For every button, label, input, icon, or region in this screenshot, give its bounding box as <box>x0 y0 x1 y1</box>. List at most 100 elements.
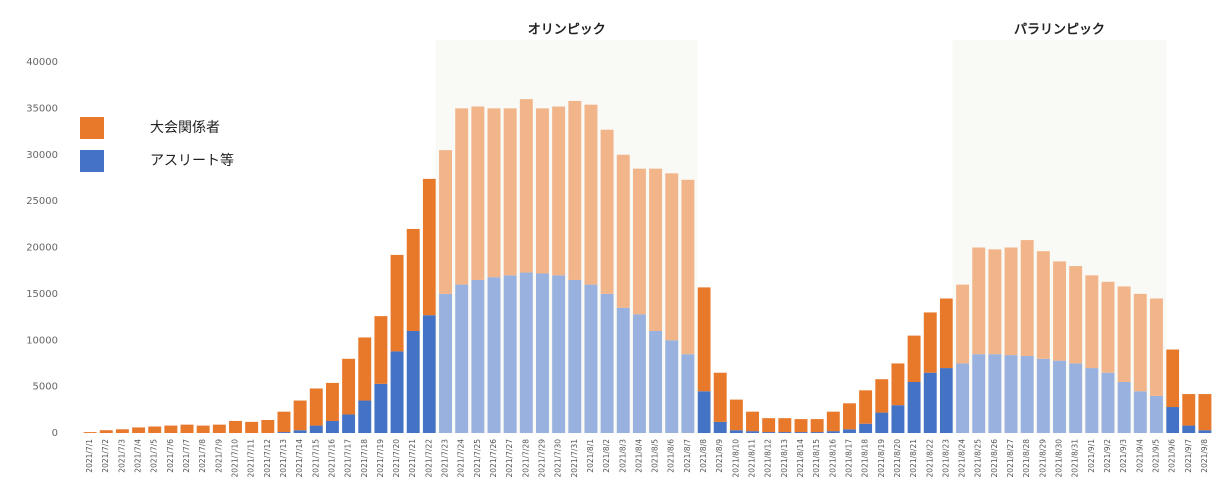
bar-segment <box>455 284 469 433</box>
highlight-label: パラリンピック <box>1014 23 1105 38</box>
bar-segment <box>325 420 339 433</box>
x-tick-label: 2021/7/7 <box>182 439 191 473</box>
bar-segment <box>519 99 533 273</box>
bar-segment <box>681 179 695 355</box>
bar-segment <box>972 247 986 355</box>
x-tick-label: 2021/7/17 <box>344 439 353 478</box>
bar-segment <box>115 429 129 433</box>
bar-segment <box>697 287 711 392</box>
x-tick-label: 2021/8/26 <box>990 439 999 478</box>
x-tick-label: 2021/8/23 <box>941 439 950 478</box>
bar-segment <box>1004 355 1018 433</box>
highlight-overlay <box>435 40 698 433</box>
bar-segment <box>309 425 323 433</box>
bar-segment <box>325 382 339 421</box>
bar-segment <box>1198 394 1212 431</box>
bar-segment <box>891 405 905 433</box>
bar-segment <box>794 419 808 433</box>
bar-segment <box>487 277 501 433</box>
bar-segment <box>1117 286 1131 382</box>
bar-segment <box>455 108 469 285</box>
bar-segment <box>277 411 291 433</box>
x-tick-label: 2021/7/29 <box>537 439 546 478</box>
bar-segment <box>1182 425 1196 433</box>
x-tick-label: 2021/8/3 <box>618 439 627 473</box>
bar-segment <box>1198 430 1212 433</box>
bar-segment <box>180 424 194 433</box>
x-tick-label: 2021/9/3 <box>1119 439 1128 473</box>
bar-segment <box>309 388 323 426</box>
bar-segment <box>406 228 420 331</box>
bar-segment <box>956 363 970 433</box>
bar-segment <box>859 390 873 424</box>
x-tick-label: 2021/8/8 <box>699 439 708 473</box>
bar-segment <box>907 335 921 382</box>
y-tick-label: 10000 <box>26 335 58 346</box>
bar-segment <box>762 432 776 433</box>
bar-segment <box>907 381 921 433</box>
bar-segment <box>439 293 452 433</box>
bar-segment <box>1149 298 1163 396</box>
bar-segment <box>1053 261 1066 361</box>
x-tick-label: 2021/7/12 <box>263 439 272 478</box>
bar-segment <box>1020 356 1034 433</box>
x-tick-label: 2021/8/30 <box>1055 439 1064 478</box>
bar-segment <box>778 432 792 433</box>
bar-segment <box>584 104 598 285</box>
x-tick-label: 2021/7/14 <box>295 439 304 478</box>
x-tick-label: 2021/8/12 <box>764 439 773 478</box>
bar-segment <box>212 424 226 433</box>
x-tick-label: 2021/8/6 <box>667 439 676 473</box>
bar-segment <box>471 106 485 280</box>
bar-segment <box>762 418 776 433</box>
bar-segment <box>196 425 210 433</box>
bar-segment <box>487 108 501 278</box>
x-tick-label: 2021/9/8 <box>1200 439 1209 473</box>
x-tick-label: 2021/7/18 <box>360 439 369 478</box>
y-tick-label: 0 <box>52 428 58 439</box>
x-tick-label: 2021/8/9 <box>715 439 724 473</box>
bar-segment <box>681 354 695 433</box>
x-tick-label: 2021/9/2 <box>1103 439 1112 473</box>
bar-segment <box>875 412 889 433</box>
y-tick-label: 35000 <box>26 103 58 114</box>
bar-segment <box>956 284 970 364</box>
bar-segment <box>568 100 582 280</box>
highlight-overlay <box>952 40 1167 433</box>
bar-segment <box>99 430 113 433</box>
x-tick-label: 2021/9/4 <box>1135 439 1144 473</box>
bar-segment <box>1004 247 1018 356</box>
bar-segment <box>665 173 679 341</box>
bar-segment <box>600 129 614 294</box>
bar-segment <box>729 430 743 433</box>
x-tick-label: 2021/8/19 <box>877 439 886 478</box>
bar-segment <box>891 363 905 406</box>
bar-segment <box>713 372 727 422</box>
bar-segment <box>374 316 388 384</box>
x-tick-label: 2021/7/15 <box>311 439 320 478</box>
bar-segment <box>826 411 840 432</box>
bar-segment <box>293 400 307 431</box>
bar-segment <box>503 108 517 276</box>
bar-segment <box>390 351 404 433</box>
x-tick-label: 2021/8/16 <box>828 439 837 478</box>
x-tick-label: 2021/8/27 <box>1006 439 1015 478</box>
bar-segment <box>358 400 372 433</box>
y-tick-label: 20000 <box>26 243 58 254</box>
x-tick-label: 2021/7/11 <box>247 439 256 478</box>
x-tick-label: 2021/8/13 <box>780 439 789 478</box>
x-tick-label: 2021/7/27 <box>505 439 514 478</box>
x-tick-label: 2021/8/15 <box>812 439 821 478</box>
bar-segment <box>552 275 566 433</box>
bar-segment <box>875 379 889 413</box>
x-tick-label: 2021/9/5 <box>1151 439 1160 473</box>
bar-segment <box>536 273 549 433</box>
bar-segment <box>164 425 178 433</box>
bar-segment <box>923 312 937 373</box>
x-tick-label: 2021/8/25 <box>974 439 983 478</box>
bar-segment <box>1133 293 1147 392</box>
y-tick-label: 25000 <box>26 196 58 207</box>
x-tick-label: 2021/7/10 <box>230 439 239 478</box>
bar-segment <box>810 419 824 433</box>
